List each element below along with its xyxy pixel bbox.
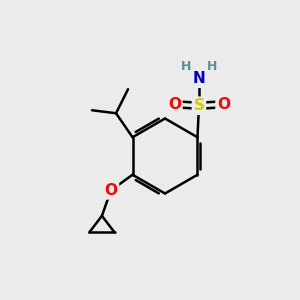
Text: O: O — [217, 97, 230, 112]
Text: H: H — [181, 60, 192, 73]
Text: S: S — [194, 98, 205, 113]
Text: O: O — [104, 183, 117, 198]
Text: N: N — [193, 71, 206, 86]
Text: O: O — [168, 97, 181, 112]
Text: H: H — [206, 60, 217, 73]
